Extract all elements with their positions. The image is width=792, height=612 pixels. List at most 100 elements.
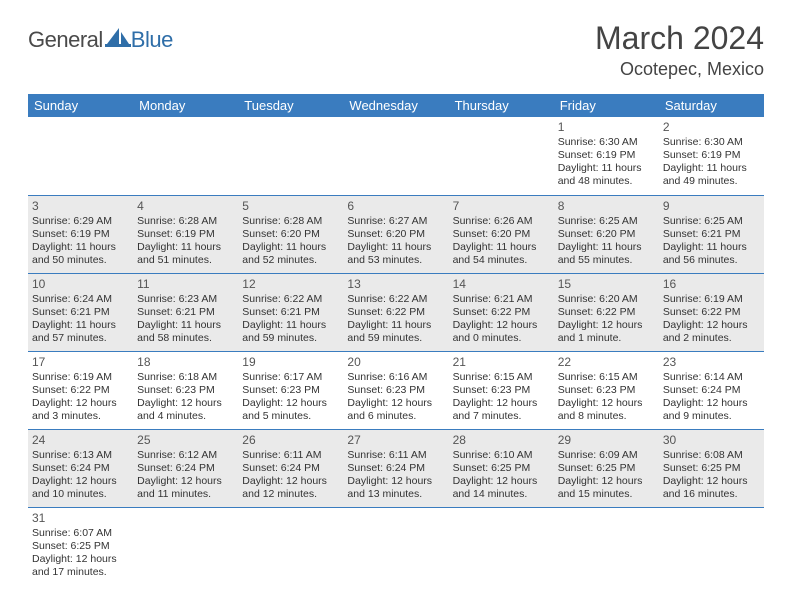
calendar-cell: 10Sunrise: 6:24 AMSunset: 6:21 PMDayligh… xyxy=(28,273,133,351)
sunset-text: Sunset: 6:21 PM xyxy=(663,228,760,241)
daylight-text: Daylight: 12 hours xyxy=(663,475,760,488)
day-number: 3 xyxy=(32,199,129,214)
sunrise-text: Sunrise: 6:24 AM xyxy=(32,293,129,306)
calendar-cell: 5Sunrise: 6:28 AMSunset: 6:20 PMDaylight… xyxy=(238,195,343,273)
calendar-cell: 30Sunrise: 6:08 AMSunset: 6:25 PMDayligh… xyxy=(659,429,764,507)
page-title: March 2024 xyxy=(595,20,764,57)
weekday-header: Monday xyxy=(133,94,238,117)
daylight-text: Daylight: 11 hours xyxy=(663,241,760,254)
sunset-text: Sunset: 6:25 PM xyxy=(558,462,655,475)
daylight-text: Daylight: 12 hours xyxy=(137,475,234,488)
sunrise-text: Sunrise: 6:22 AM xyxy=(242,293,339,306)
calendar-cell: 13Sunrise: 6:22 AMSunset: 6:22 PMDayligh… xyxy=(343,273,448,351)
daylight-text: Daylight: 11 hours xyxy=(32,241,129,254)
daylight-text: and 14 minutes. xyxy=(453,488,550,501)
sunset-text: Sunset: 6:25 PM xyxy=(32,540,129,553)
daylight-text: and 56 minutes. xyxy=(663,254,760,267)
daylight-text: Daylight: 12 hours xyxy=(453,475,550,488)
day-number: 24 xyxy=(32,433,129,448)
calendar-cell: 7Sunrise: 6:26 AMSunset: 6:20 PMDaylight… xyxy=(449,195,554,273)
logo: General Blue xyxy=(28,26,173,53)
sunset-text: Sunset: 6:20 PM xyxy=(453,228,550,241)
sunset-text: Sunset: 6:19 PM xyxy=(663,149,760,162)
daylight-text: Daylight: 11 hours xyxy=(242,319,339,332)
day-number: 18 xyxy=(137,355,234,370)
day-number: 7 xyxy=(453,199,550,214)
daylight-text: Daylight: 11 hours xyxy=(663,162,760,175)
calendar-cell: 22Sunrise: 6:15 AMSunset: 6:23 PMDayligh… xyxy=(554,351,659,429)
sunset-text: Sunset: 6:21 PM xyxy=(242,306,339,319)
calendar-table: Sunday Monday Tuesday Wednesday Thursday… xyxy=(28,94,764,587)
sunrise-text: Sunrise: 6:25 AM xyxy=(663,215,760,228)
day-number: 31 xyxy=(32,511,129,526)
location: Ocotepec, Mexico xyxy=(595,59,764,80)
calendar-cell: 21Sunrise: 6:15 AMSunset: 6:23 PMDayligh… xyxy=(449,351,554,429)
sunrise-text: Sunrise: 6:28 AM xyxy=(137,215,234,228)
daylight-text: and 15 minutes. xyxy=(558,488,655,501)
daylight-text: and 53 minutes. xyxy=(347,254,444,267)
daylight-text: Daylight: 12 hours xyxy=(663,397,760,410)
daylight-text: Daylight: 11 hours xyxy=(347,319,444,332)
calendar-row: 1Sunrise: 6:30 AMSunset: 6:19 PMDaylight… xyxy=(28,117,764,195)
calendar-cell xyxy=(133,507,238,587)
daylight-text: Daylight: 12 hours xyxy=(32,475,129,488)
calendar-cell: 8Sunrise: 6:25 AMSunset: 6:20 PMDaylight… xyxy=(554,195,659,273)
sunset-text: Sunset: 6:24 PM xyxy=(32,462,129,475)
sunset-text: Sunset: 6:22 PM xyxy=(558,306,655,319)
daylight-text: and 0 minutes. xyxy=(453,332,550,345)
sunrise-text: Sunrise: 6:25 AM xyxy=(558,215,655,228)
daylight-text: and 8 minutes. xyxy=(558,410,655,423)
calendar-row: 10Sunrise: 6:24 AMSunset: 6:21 PMDayligh… xyxy=(28,273,764,351)
day-number: 1 xyxy=(558,120,655,135)
day-number: 13 xyxy=(347,277,444,292)
daylight-text: and 59 minutes. xyxy=(347,332,444,345)
day-number: 19 xyxy=(242,355,339,370)
daylight-text: Daylight: 12 hours xyxy=(347,397,444,410)
day-number: 27 xyxy=(347,433,444,448)
daylight-text: and 49 minutes. xyxy=(663,175,760,188)
weekday-header: Tuesday xyxy=(238,94,343,117)
daylight-text: Daylight: 12 hours xyxy=(558,397,655,410)
calendar-cell: 2Sunrise: 6:30 AMSunset: 6:19 PMDaylight… xyxy=(659,117,764,195)
daylight-text: and 12 minutes. xyxy=(242,488,339,501)
daylight-text: and 51 minutes. xyxy=(137,254,234,267)
sunset-text: Sunset: 6:23 PM xyxy=(242,384,339,397)
daylight-text: and 4 minutes. xyxy=(137,410,234,423)
sunrise-text: Sunrise: 6:21 AM xyxy=(453,293,550,306)
title-block: March 2024 Ocotepec, Mexico xyxy=(595,20,764,80)
calendar-cell: 17Sunrise: 6:19 AMSunset: 6:22 PMDayligh… xyxy=(28,351,133,429)
sunrise-text: Sunrise: 6:11 AM xyxy=(347,449,444,462)
sunset-text: Sunset: 6:23 PM xyxy=(453,384,550,397)
day-number: 11 xyxy=(137,277,234,292)
sunrise-text: Sunrise: 6:30 AM xyxy=(663,136,760,149)
sunrise-text: Sunrise: 6:30 AM xyxy=(558,136,655,149)
sunrise-text: Sunrise: 6:15 AM xyxy=(558,371,655,384)
daylight-text: Daylight: 12 hours xyxy=(558,475,655,488)
day-number: 8 xyxy=(558,199,655,214)
calendar-cell: 29Sunrise: 6:09 AMSunset: 6:25 PMDayligh… xyxy=(554,429,659,507)
sunset-text: Sunset: 6:19 PM xyxy=(558,149,655,162)
daylight-text: Daylight: 11 hours xyxy=(347,241,444,254)
day-number: 28 xyxy=(453,433,550,448)
sunrise-text: Sunrise: 6:08 AM xyxy=(663,449,760,462)
calendar-cell: 20Sunrise: 6:16 AMSunset: 6:23 PMDayligh… xyxy=(343,351,448,429)
sunrise-text: Sunrise: 6:12 AM xyxy=(137,449,234,462)
daylight-text: and 55 minutes. xyxy=(558,254,655,267)
calendar-cell: 9Sunrise: 6:25 AMSunset: 6:21 PMDaylight… xyxy=(659,195,764,273)
daylight-text: Daylight: 12 hours xyxy=(347,475,444,488)
sunrise-text: Sunrise: 6:19 AM xyxy=(663,293,760,306)
calendar-row: 17Sunrise: 6:19 AMSunset: 6:22 PMDayligh… xyxy=(28,351,764,429)
daylight-text: and 1 minute. xyxy=(558,332,655,345)
calendar-cell: 12Sunrise: 6:22 AMSunset: 6:21 PMDayligh… xyxy=(238,273,343,351)
sunrise-text: Sunrise: 6:23 AM xyxy=(137,293,234,306)
calendar-cell xyxy=(554,507,659,587)
daylight-text: and 11 minutes. xyxy=(137,488,234,501)
sunset-text: Sunset: 6:21 PM xyxy=(32,306,129,319)
calendar-cell: 28Sunrise: 6:10 AMSunset: 6:25 PMDayligh… xyxy=(449,429,554,507)
daylight-text: Daylight: 11 hours xyxy=(137,241,234,254)
daylight-text: and 57 minutes. xyxy=(32,332,129,345)
calendar-cell: 24Sunrise: 6:13 AMSunset: 6:24 PMDayligh… xyxy=(28,429,133,507)
sunrise-text: Sunrise: 6:13 AM xyxy=(32,449,129,462)
daylight-text: and 48 minutes. xyxy=(558,175,655,188)
daylight-text: and 52 minutes. xyxy=(242,254,339,267)
